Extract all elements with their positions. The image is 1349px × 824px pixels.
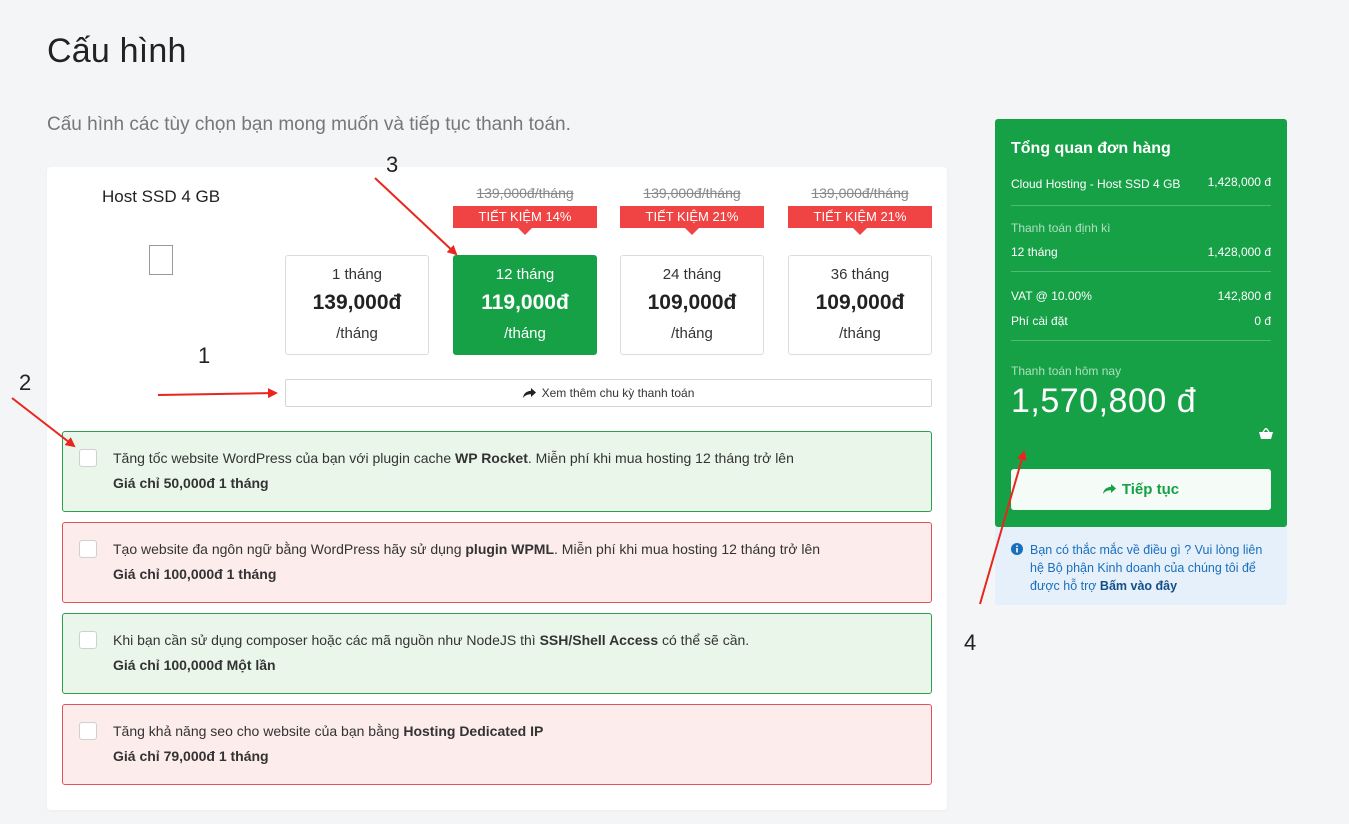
addon-text: . Miễn phí khi mua hosting 12 tháng trở … [554,541,821,557]
recurring-cycle: 12 tháng [1011,245,1058,259]
cycle-option-36-months[interactable]: 36 tháng 109,000đ /tháng [788,255,932,355]
product-name: Host SSD 4 GB [102,187,221,206]
addon-checkbox[interactable] [79,722,97,740]
summary-item-name: Cloud Hosting - Host SSD 4 GB [1011,177,1181,191]
savings-badge: TIẾT KIỆM 21% [788,206,932,235]
summary-divider [1011,271,1271,272]
cycle-name: 36 tháng [830,266,890,283]
cycle-name: 24 tháng [662,266,722,283]
cycle-price: 109,000đ [815,291,905,314]
old-price: 139,000đ/tháng [476,185,574,201]
total-due-today: 1,570,800 đ [1011,382,1197,420]
addon-price: Giá chỉ 79,000đ 1 tháng [113,748,269,764]
old-price: 139,000đ/tháng [643,185,741,201]
addon-checkbox[interactable] [79,631,97,649]
annotation-label-1: 1 [198,343,211,368]
old-price: 139,000đ/tháng [811,185,909,201]
summary-divider [1011,205,1271,206]
addon-description: Tăng khả năng seo cho website của bạn bằ… [113,723,931,739]
addon-description: Khi bạn cần sử dụng composer hoặc các mã… [113,632,931,648]
addon-checkbox[interactable] [79,449,97,467]
cycle-option-12-months[interactable]: 12 tháng 119,000đ /tháng [453,255,597,355]
cycle-name: 1 tháng [331,266,383,283]
cycle-option-24-months[interactable]: 24 tháng 109,000đ /tháng [620,255,764,355]
savings-badge: TIẾT KIỆM 14% [453,206,597,235]
product-image [149,245,173,275]
continue-button[interactable]: Tiếp tục [1011,469,1271,510]
summary-item-price: 1,428,000 đ [1207,175,1271,189]
cycle-option-1-month[interactable]: 1 tháng 139,000đ /tháng [285,255,429,355]
setup-fee-row: Phí cài đặt 0 đ [1011,314,1271,328]
savings-badge: TIẾT KIỆM 21% [620,206,764,235]
cycle-unit: /tháng [839,325,881,342]
more-cycles-label: Xem thêm chu kỳ thanh toán [541,386,695,400]
info-icon [1011,543,1023,555]
cycle-24-header: 139,000đ/tháng TIẾT KIỆM 21% [620,185,764,235]
vat-amount: 142,800 đ [1217,289,1271,303]
addon-wp-rocket[interactable]: Tăng tốc website WordPress của bạn với p… [62,431,932,512]
summary-divider [1011,340,1271,341]
recurring-label: Thanh toán định kì [1011,221,1111,235]
cycle-12-header: 139,000đ/tháng TIẾT KIỆM 14% [453,185,597,235]
addon-text: Tăng tốc website WordPress của bạn với p… [113,450,455,466]
vat-row: VAT @ 10.00% 142,800 đ [1011,289,1271,303]
addon-price: Giá chỉ 100,000đ 1 tháng [113,566,277,582]
addon-text: có thể sẽ cần. [658,632,750,648]
addon-price: Giá chỉ 100,000đ Một lần [113,657,276,673]
addon-dedicated-ip[interactable]: Tăng khả năng seo cho website của bạn bằ… [62,704,932,785]
today-label: Thanh toán hôm nay [1011,364,1122,378]
more-cycles-button[interactable]: Xem thêm chu kỳ thanh toán [285,379,932,407]
setup-fee-amount: 0 đ [1254,314,1271,328]
cycle-price: 139,000đ [312,291,402,314]
help-notice: Bạn có thắc mắc về điều gì ? Vui lòng li… [995,527,1287,605]
setup-fee-label: Phí cài đặt [1011,314,1068,328]
addon-price: Giá chỉ 50,000đ 1 tháng [113,475,269,491]
basket-icon [1259,428,1273,439]
vat-label: VAT @ 10.00% [1011,289,1092,303]
product-config-card: Host SSD 4 GB 139,000đ/tháng TIẾT KIỆM 1… [47,167,947,810]
addon-text: Khi bạn cần sử dụng composer hoặc các mã… [113,632,540,648]
cycle-unit: /tháng [336,325,378,342]
cycle-36-header: 139,000đ/tháng TIẾT KIỆM 21% [788,185,932,235]
continue-label: Tiếp tục [1121,481,1180,498]
annotation-label-4: 4 [964,630,977,655]
recurring-row: 12 tháng 1,428,000 đ [1011,245,1271,259]
addon-highlight: plugin WPML [465,541,555,557]
addon-description: Tạo website đa ngôn ngữ bằng WordPress h… [113,541,931,557]
addon-highlight: Hosting Dedicated IP [403,723,544,739]
page-subtitle: Cấu hình các tùy chọn bạn mong muốn và t… [47,114,571,135]
addon-highlight: WP Rocket [455,450,528,466]
addon-text: . Miễn phí khi mua hosting 12 tháng trở … [527,450,794,466]
addon-description: Tăng tốc website WordPress của bạn với p… [113,450,931,466]
share-arrow-icon [1102,484,1116,494]
addon-text: Tăng khả năng seo cho website của bạn bằ… [113,723,404,739]
cycle-unit: /tháng [671,325,713,342]
addon-checkbox[interactable] [79,540,97,558]
addon-text: Tạo website đa ngôn ngữ bằng WordPress h… [113,541,466,557]
cycle-name: 12 tháng [495,266,555,283]
addon-highlight: SSH/Shell Access [539,632,659,648]
order-summary-panel: Tổng quan đơn hàng Cloud Hosting - Host … [995,119,1287,527]
annotation-label-3: 3 [386,152,399,177]
cycle-price: 109,000đ [647,291,737,314]
addon-wpml[interactable]: Tạo website đa ngôn ngữ bằng WordPress h… [62,522,932,603]
addon-ssh-access[interactable]: Khi bạn cần sử dụng composer hoặc các mã… [62,613,932,694]
cycle-price: 119,000đ [481,291,569,314]
summary-item-row: Cloud Hosting - Host SSD 4 GB 1,428,000 … [1011,175,1271,193]
help-text: Bạn có thắc mắc về điều gì ? Vui lòng li… [1030,543,1263,593]
cycle-unit: /tháng [504,325,546,342]
annotation-label-2: 2 [19,370,32,395]
recurring-price: 1,428,000 đ [1207,245,1271,259]
share-arrow-icon [522,387,536,398]
page-title: Cấu hình [47,32,187,70]
summary-title: Tổng quan đơn hàng [1011,140,1171,157]
help-link[interactable]: Bấm vào đây [1099,579,1178,593]
